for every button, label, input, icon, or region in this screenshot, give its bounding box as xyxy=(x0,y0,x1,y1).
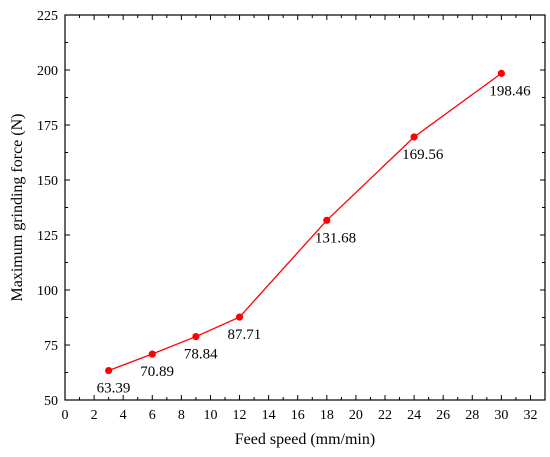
y-tick-label: 125 xyxy=(37,229,58,244)
data-label: 87.71 xyxy=(228,327,262,343)
axis-ticks: 0 2 4 6 8 10 12 14 16 18 20 22 24 26 28 30 3250751001251… xyxy=(37,9,545,423)
x-tick-label: 0 xyxy=(62,408,69,423)
x-tick-label: 22 xyxy=(378,408,392,423)
y-tick-label: 75 xyxy=(44,339,58,354)
y-tick-label: 150 xyxy=(37,174,58,189)
y-tick-label: 225 xyxy=(37,9,58,24)
data-label: 63.39 xyxy=(97,381,131,397)
x-tick-label: 30 xyxy=(494,408,508,423)
y-tick-label: 50 xyxy=(44,394,58,409)
series-line xyxy=(108,72,502,372)
y-tick-label: 200 xyxy=(37,64,58,79)
data-point xyxy=(105,366,113,375)
data-label: 70.89 xyxy=(140,364,174,380)
y-tick-label: 175 xyxy=(37,119,58,134)
data-point xyxy=(148,350,156,358)
plot-area-frame xyxy=(64,14,546,401)
data-point xyxy=(323,216,331,224)
x-tick-label: 20 xyxy=(349,408,363,423)
x-tick-label: 24 xyxy=(407,408,421,423)
data-point xyxy=(192,332,200,341)
x-tick-label: 10 xyxy=(203,408,217,423)
x-tick-label: 4 xyxy=(120,408,127,423)
x-tick-label: 8 xyxy=(178,408,185,423)
x-tick-label: 32 xyxy=(523,408,537,423)
x-tick-label: 2 xyxy=(91,408,98,423)
x-tick-label: 28 xyxy=(465,408,479,423)
x-axis-title: Feed speed (mm/min) xyxy=(235,431,375,448)
data-label: 131.68 xyxy=(315,230,356,246)
data-point xyxy=(410,133,418,141)
x-tick-label: 12 xyxy=(233,408,247,423)
data-point xyxy=(235,313,244,321)
x-tick-label: 26 xyxy=(436,408,450,423)
data-label: 78.84 xyxy=(184,347,218,363)
x-tick-label: 6 xyxy=(149,408,156,423)
data-label: 169.56 xyxy=(402,147,444,163)
y-axis-title: Maximum grinding force (N) xyxy=(9,114,26,302)
x-tick-label: 14 xyxy=(262,408,276,423)
x-tick-label: 18 xyxy=(320,408,334,423)
data-point xyxy=(497,69,505,77)
data-labels: 63.39 70.89 78.84 87.71 131.68 169.56 198.46 xyxy=(97,83,531,396)
series-layer xyxy=(105,69,505,375)
data-label: 198.46 xyxy=(489,83,531,99)
y-tick-label: 100 xyxy=(37,284,58,299)
x-tick-label: 16 xyxy=(291,408,305,423)
